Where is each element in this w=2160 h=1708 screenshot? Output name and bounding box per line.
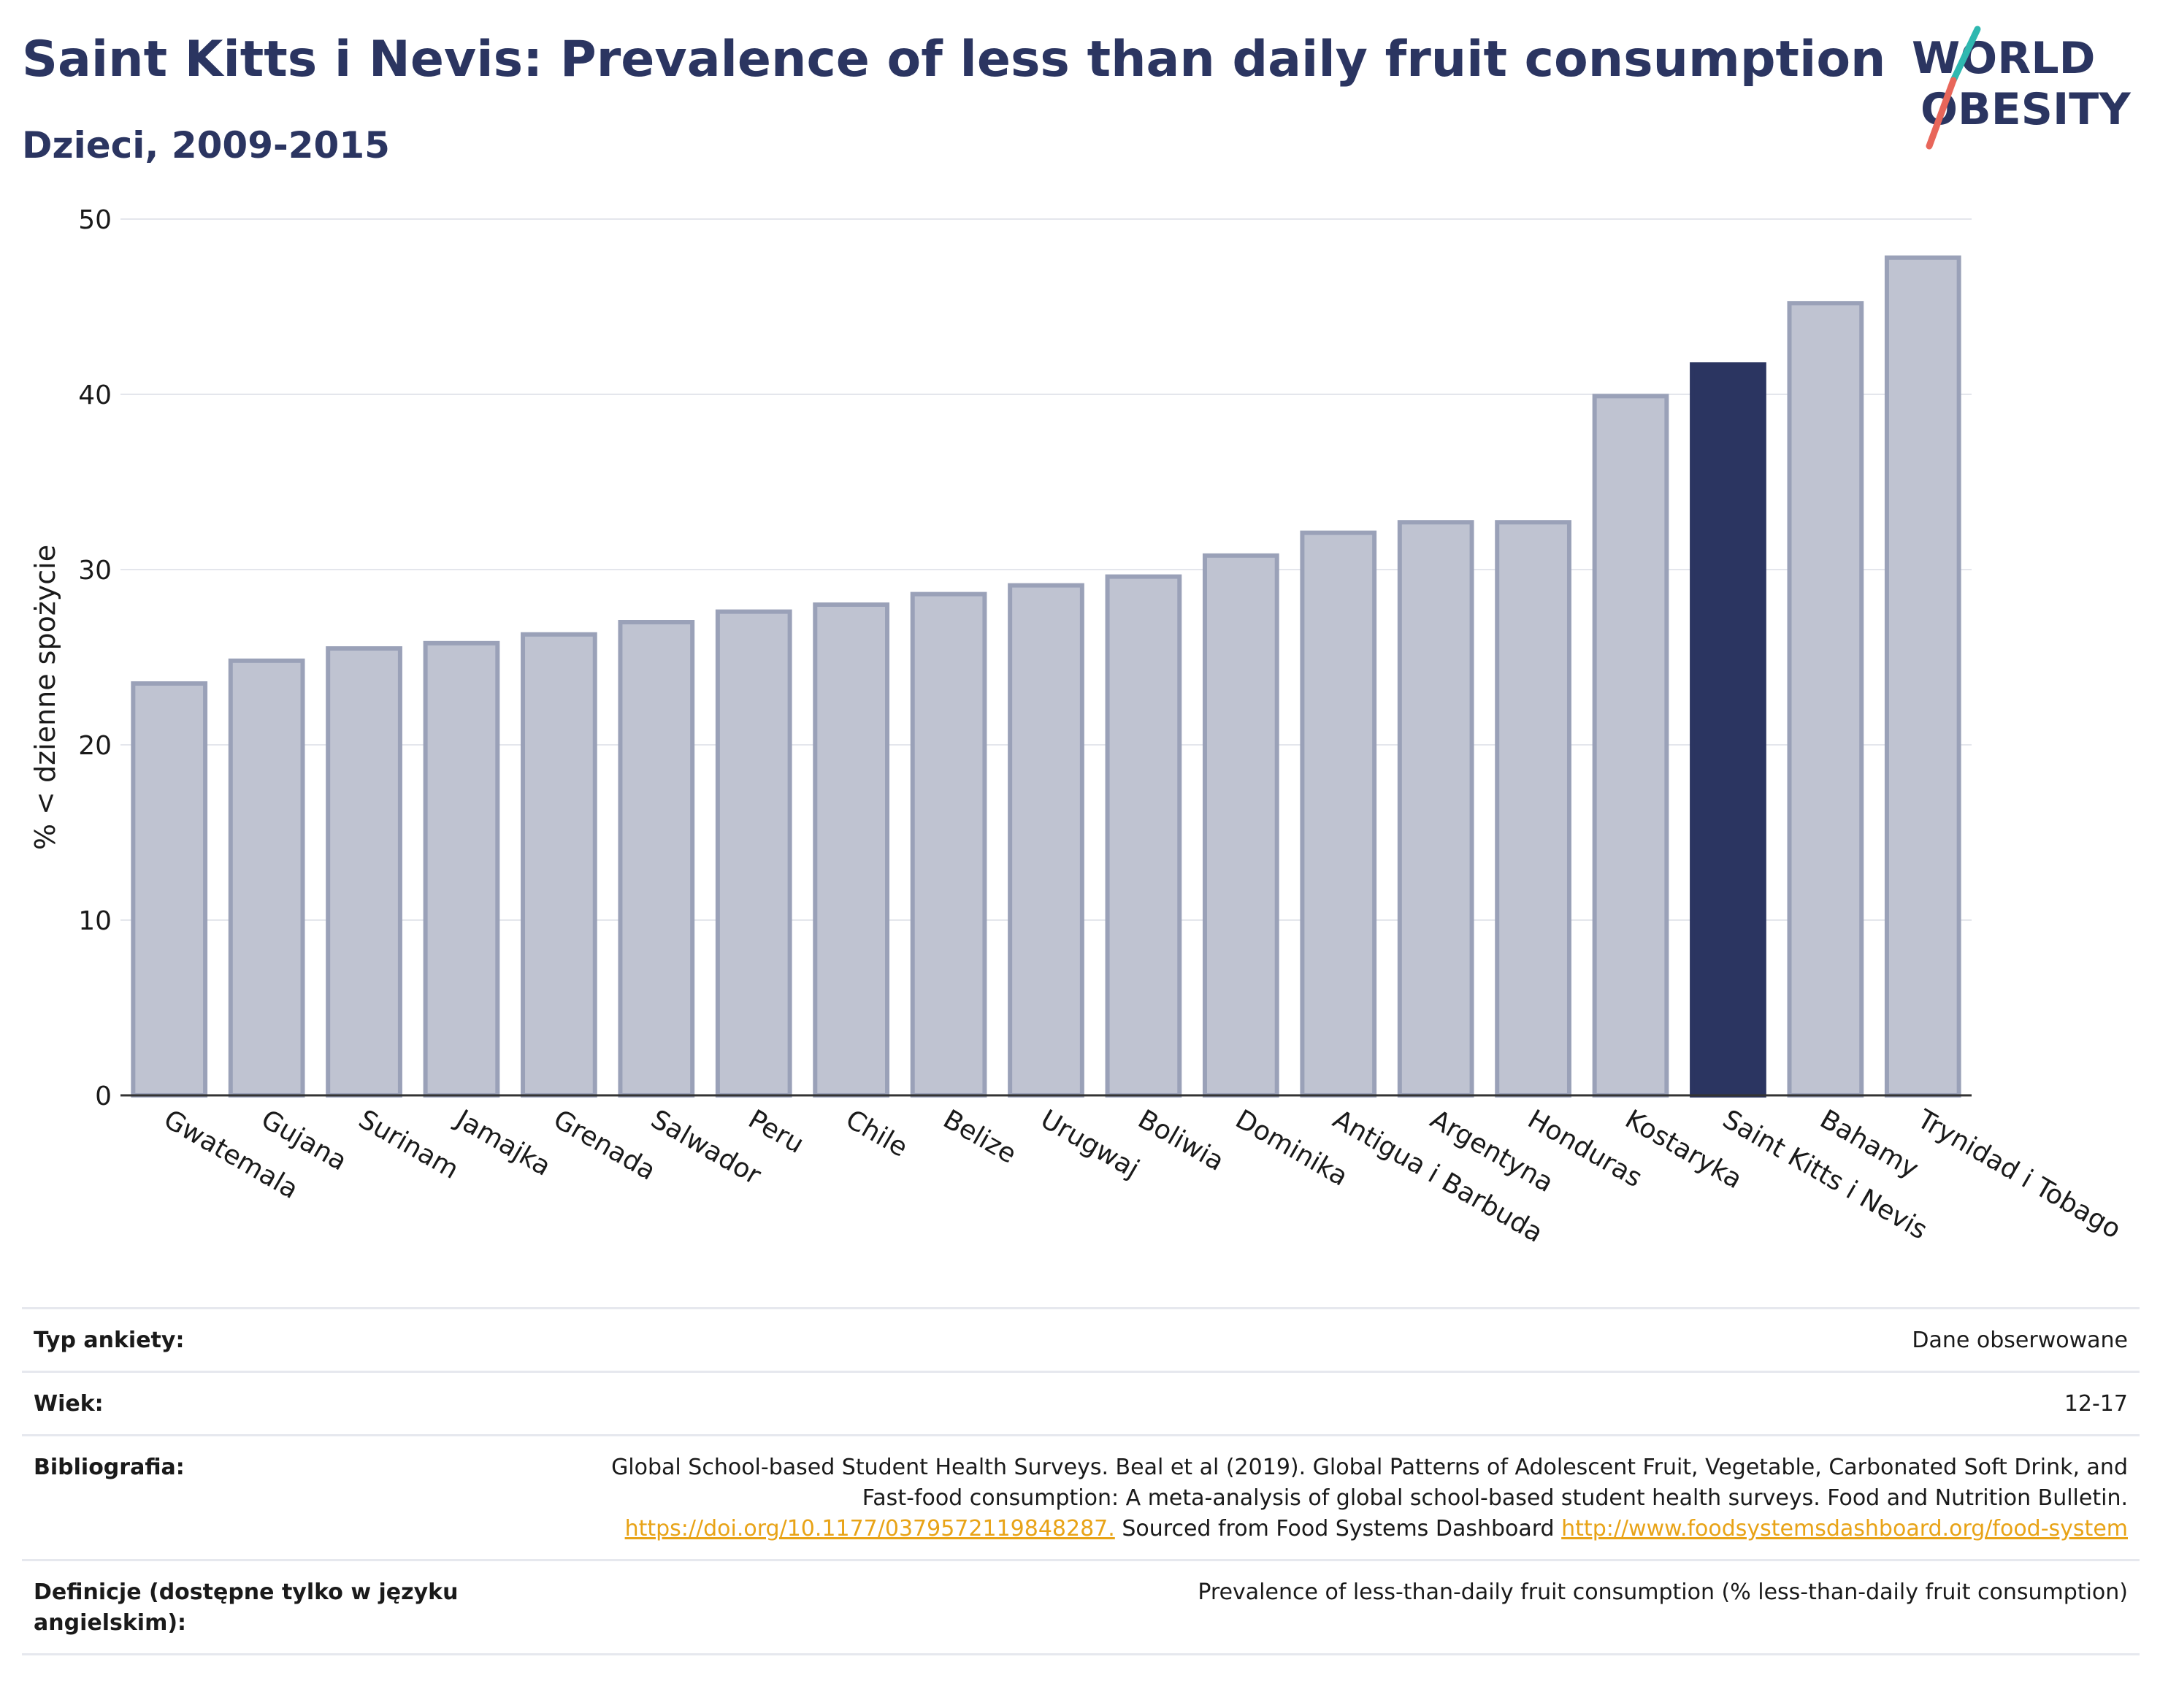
age-value: 12-17 [2064, 1391, 2128, 1417]
bar-argentyna[interactable] [1397, 520, 1474, 1098]
info-row-age: Wiek: 12-17 [22, 1371, 2140, 1434]
bibliography-text: Global School-based Student Health Surve… [611, 1455, 2128, 1511]
x-tick-label: Boliwia [1133, 1104, 1229, 1177]
bar-saint-kitts-i-nevis[interactable] [1690, 362, 1766, 1098]
survey-label: Typ ankiety: [34, 1328, 185, 1353]
y-tick-labels: 0 10 20 30 40 50 [78, 205, 112, 1111]
y-tick-label: 40 [78, 380, 112, 410]
y-tick-label: 20 [78, 731, 112, 761]
bar-peru[interactable] [715, 609, 792, 1098]
bar-honduras[interactable] [1495, 520, 1571, 1098]
y-tick-label: 50 [78, 205, 112, 235]
sourced-from-text: Sourced from Food Systems Dashboard [1122, 1516, 1555, 1542]
info-row-definition: Definicje (dostępne tylko w języku angie… [22, 1559, 2140, 1655]
definition-value: Prevalence of less-than-daily fruit cons… [1198, 1579, 2128, 1605]
logo-line1: WORLD [1912, 33, 2095, 84]
bar-surinam[interactable] [326, 646, 402, 1098]
x-tick-label: Trynidad i Tobago [1912, 1104, 2126, 1245]
bar-jamajka[interactable] [423, 640, 500, 1098]
bar-dominika[interactable] [1202, 553, 1279, 1098]
bar-gwatemala[interactable] [131, 681, 208, 1098]
x-tick-label: Belize [938, 1104, 1022, 1169]
x-tick-label: Surinam [353, 1104, 464, 1185]
bar-chile[interactable] [813, 602, 890, 1098]
logo-line2: OBESITY [1920, 84, 2132, 135]
bar-urugwaj[interactable] [1008, 583, 1084, 1098]
bar-grenada[interactable] [521, 632, 597, 1098]
bibliography-label: Bibliografia: [34, 1455, 185, 1480]
bar-salwador[interactable] [618, 620, 695, 1098]
chart-title: Saint Kitts i Nevis: Prevalence of less … [22, 31, 1886, 88]
bar-antigua-i-barbuda[interactable] [1300, 530, 1377, 1098]
x-tick-label: Urugwaj [1035, 1104, 1144, 1184]
bar-gujana[interactable] [228, 658, 305, 1098]
age-label: Wiek: [34, 1391, 104, 1417]
info-row-bibliography: Bibliografia: Global School-based Studen… [22, 1434, 2140, 1559]
y-tick-label: 0 [95, 1081, 112, 1111]
bibliography-value: Global School-based Student Health Surve… [558, 1452, 2128, 1544]
y-tick-label: 30 [78, 556, 112, 586]
info-table: Typ ankiety: Dane obserwowane Wiek: 12-1… [22, 1307, 2140, 1655]
x-tick-label: Grenada [548, 1104, 661, 1186]
x-tick-label: Salwador [646, 1104, 766, 1191]
info-row-survey: Typ ankiety: Dane obserwowane [22, 1307, 2140, 1371]
dashboard-link[interactable]: http://www.foodsystemsdashboard.org/food… [1561, 1516, 2128, 1542]
bar-bahamy[interactable] [1787, 301, 1864, 1098]
world-obesity-logo: WORLD OBESITY [1912, 26, 2132, 150]
y-axis-label: % < dzienne spożycie [29, 545, 61, 850]
bar-belize[interactable] [910, 591, 987, 1098]
bar-kostaryka[interactable] [1592, 394, 1669, 1098]
y-tick-label: 10 [78, 906, 112, 936]
bar-boliwia[interactable] [1105, 574, 1182, 1098]
x-tick-label: Jamajka [450, 1103, 556, 1182]
definition-label: Definicje (dostępne tylko w języku angie… [34, 1579, 459, 1636]
bar-trynidad-i-tobago[interactable] [1884, 255, 1961, 1098]
bars [131, 255, 1961, 1098]
survey-value: Dane obserwowane [1912, 1328, 2128, 1353]
chart-subtitle: Dzieci, 2009-2015 [22, 124, 390, 166]
doi-link[interactable]: https://doi.org/10.1177/0379572119848287… [624, 1516, 1115, 1542]
x-tick-label: Chile [840, 1104, 913, 1163]
x-tick-label: Peru [743, 1104, 809, 1160]
